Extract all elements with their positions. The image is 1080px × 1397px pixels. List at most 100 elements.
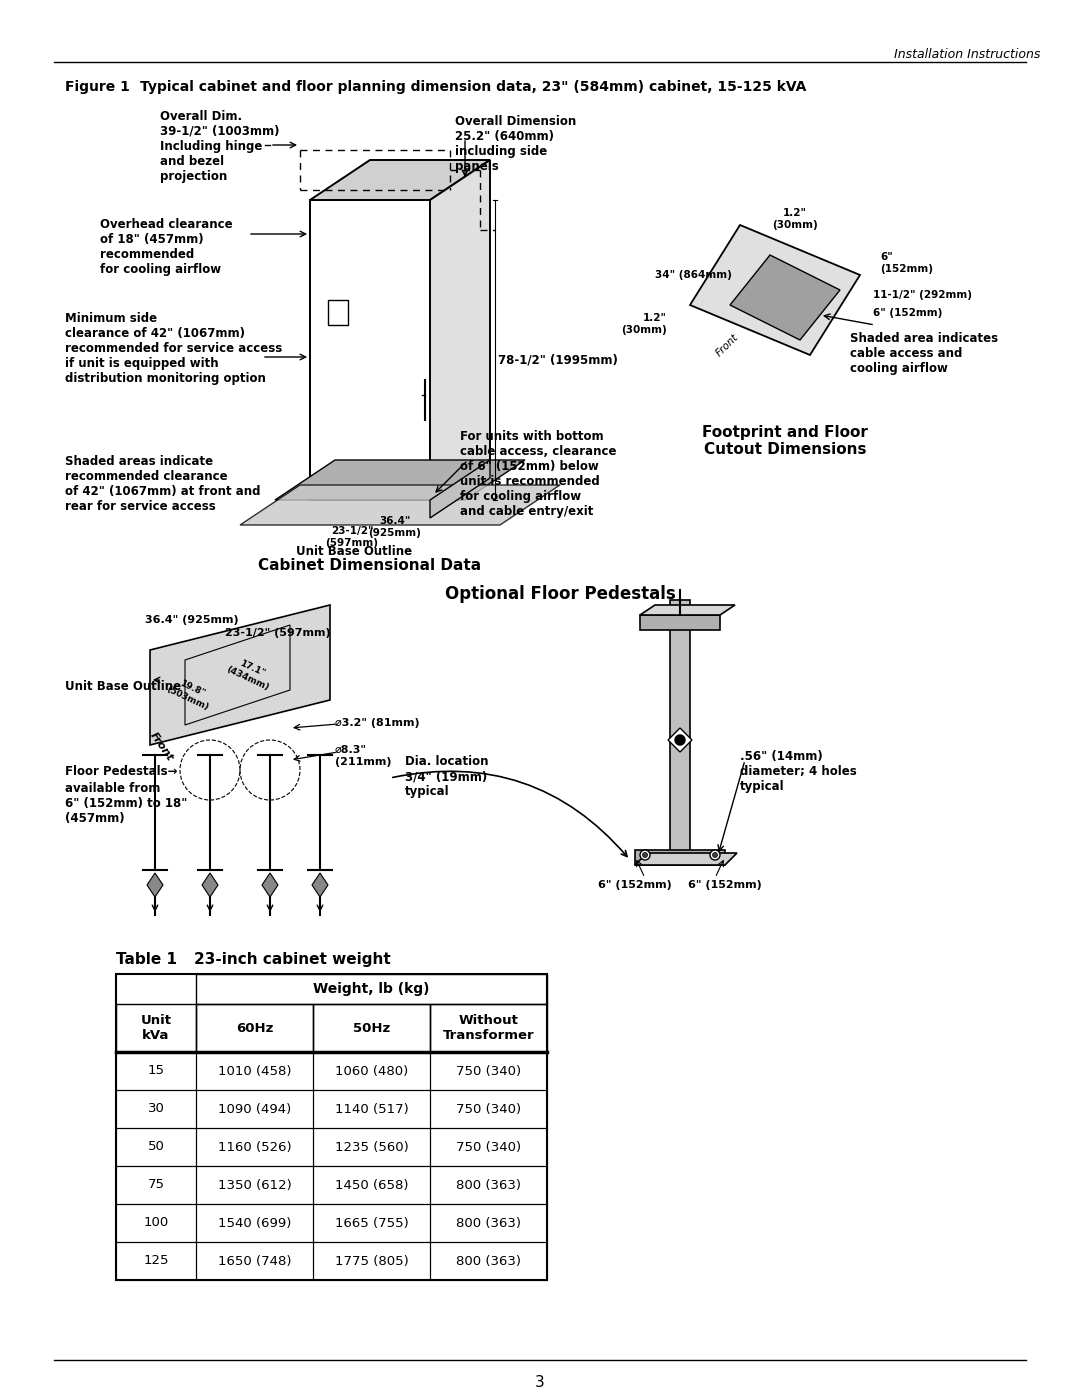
Bar xyxy=(116,1242,195,1280)
Bar xyxy=(328,300,348,326)
Text: 23-inch cabinet weight: 23-inch cabinet weight xyxy=(194,951,391,967)
Bar xyxy=(116,1004,195,1052)
Bar xyxy=(313,1052,430,1090)
Circle shape xyxy=(675,599,685,610)
Polygon shape xyxy=(310,161,490,200)
Bar xyxy=(195,1242,313,1280)
Polygon shape xyxy=(312,873,328,897)
Polygon shape xyxy=(669,728,692,752)
Text: 6" (152mm): 6" (152mm) xyxy=(873,307,943,319)
Circle shape xyxy=(713,852,717,858)
Bar xyxy=(116,1090,195,1127)
Text: 1665 (755): 1665 (755) xyxy=(335,1217,408,1229)
Text: 6" (152mm): 6" (152mm) xyxy=(688,880,761,890)
Bar xyxy=(195,1090,313,1127)
Bar xyxy=(116,1166,195,1204)
Text: 60Hz: 60Hz xyxy=(235,1021,273,1035)
Bar xyxy=(670,599,690,861)
Text: 1.2"
(30mm): 1.2" (30mm) xyxy=(621,313,667,335)
Text: Optional Floor Pedestals: Optional Floor Pedestals xyxy=(445,585,675,604)
Text: 1775 (805): 1775 (805) xyxy=(335,1255,408,1267)
Bar xyxy=(195,1004,313,1052)
Polygon shape xyxy=(147,873,163,897)
Text: 6"
(152mm): 6" (152mm) xyxy=(880,251,933,274)
Bar xyxy=(313,1090,430,1127)
Text: 6" (152mm): 6" (152mm) xyxy=(598,880,672,890)
Polygon shape xyxy=(430,460,490,518)
Bar xyxy=(635,849,725,865)
Bar xyxy=(640,615,720,630)
Bar xyxy=(313,1204,430,1242)
Text: Typical cabinet and floor planning dimension data, 23" (584mm) cabinet, 15-125 k: Typical cabinet and floor planning dimen… xyxy=(140,80,807,94)
Bar xyxy=(313,1004,430,1052)
Text: 1235 (560): 1235 (560) xyxy=(335,1140,408,1154)
Text: 75: 75 xyxy=(148,1179,164,1192)
Text: 1.2"
(30mm): 1.2" (30mm) xyxy=(772,208,818,229)
Text: 800 (363): 800 (363) xyxy=(456,1255,521,1267)
Text: 1140 (517): 1140 (517) xyxy=(335,1102,408,1115)
Bar xyxy=(430,1127,546,1166)
Text: 3: 3 xyxy=(535,1375,545,1390)
Text: 36.4" (925mm): 36.4" (925mm) xyxy=(145,615,239,624)
Text: available from: available from xyxy=(65,782,160,795)
Text: Overall Dimension
25.2" (640mm)
including side
panels: Overall Dimension 25.2" (640mm) includin… xyxy=(455,115,577,173)
Text: 50Hz: 50Hz xyxy=(353,1021,390,1035)
Bar xyxy=(116,974,546,1280)
Text: Table 1: Table 1 xyxy=(116,951,177,967)
Text: 50: 50 xyxy=(148,1140,164,1154)
Bar xyxy=(313,1127,430,1166)
Text: Weight, lb (kg): Weight, lb (kg) xyxy=(313,982,430,996)
Bar xyxy=(313,1166,430,1204)
Text: Overhead clearance
of 18" (457mm)
recommended
for cooling airflow: Overhead clearance of 18" (457mm) recomm… xyxy=(100,218,232,277)
Text: 78-1/2" (1995mm): 78-1/2" (1995mm) xyxy=(498,353,618,366)
Text: 30: 30 xyxy=(148,1102,164,1115)
Polygon shape xyxy=(690,225,860,355)
Bar xyxy=(430,1166,546,1204)
Text: 1060 (480): 1060 (480) xyxy=(335,1065,408,1077)
Text: 1450 (658): 1450 (658) xyxy=(335,1179,408,1192)
Polygon shape xyxy=(640,605,735,615)
Text: 800 (363): 800 (363) xyxy=(456,1217,521,1229)
Text: 19.8"
(503mm): 19.8" (503mm) xyxy=(165,675,215,712)
Text: Unit Base Outline: Unit Base Outline xyxy=(296,545,413,557)
Bar xyxy=(430,1242,546,1280)
Bar xyxy=(430,1090,546,1127)
Text: Unit Base Outline: Unit Base Outline xyxy=(65,680,181,693)
Circle shape xyxy=(710,849,720,861)
Text: Front: Front xyxy=(714,332,740,359)
Text: Shaded areas indicate
recommended clearance
of 42" (1067mm) at front and
rear fo: Shaded areas indicate recommended cleara… xyxy=(65,455,260,513)
Text: 36.4"
(925mm): 36.4" (925mm) xyxy=(368,515,421,538)
Text: ⌀3.2" (81mm): ⌀3.2" (81mm) xyxy=(335,718,420,728)
Text: 1350 (612): 1350 (612) xyxy=(218,1179,292,1192)
Bar xyxy=(430,1204,546,1242)
Text: 750 (340): 750 (340) xyxy=(456,1065,521,1077)
Text: Front: Front xyxy=(149,731,175,763)
Bar xyxy=(116,1204,195,1242)
Text: 6" (152mm) to 18": 6" (152mm) to 18" xyxy=(65,798,187,810)
Text: For units with bottom
cable access, clearance
of 6" (152mm) below
unit is recomm: For units with bottom cable access, clea… xyxy=(460,430,617,518)
Bar xyxy=(195,974,546,1004)
Text: .56" (14mm)
diameter; 4 holes
typical: .56" (14mm) diameter; 4 holes typical xyxy=(740,750,856,793)
Text: 1010 (458): 1010 (458) xyxy=(218,1065,292,1077)
Text: Dia. location
3/4" (19mm)
typical: Dia. location 3/4" (19mm) typical xyxy=(405,754,488,798)
Text: Minimum side
clearance of 42" (1067mm)
recommended for service access
if unit is: Minimum side clearance of 42" (1067mm) r… xyxy=(65,312,282,386)
Polygon shape xyxy=(430,161,490,500)
Text: 15: 15 xyxy=(148,1065,164,1077)
Text: 1540 (699): 1540 (699) xyxy=(218,1217,292,1229)
Bar xyxy=(430,1004,546,1052)
Polygon shape xyxy=(262,873,278,897)
Text: (457mm): (457mm) xyxy=(65,812,124,826)
Text: 1160 (526): 1160 (526) xyxy=(218,1140,292,1154)
Text: 34" (864mm): 34" (864mm) xyxy=(654,270,732,279)
Text: Overall Dim.
39-1/2" (1003mm)
Including hinge
and bezel
projection: Overall Dim. 39-1/2" (1003mm) Including … xyxy=(160,110,280,183)
Text: Installation Instructions: Installation Instructions xyxy=(893,47,1040,61)
Polygon shape xyxy=(730,256,840,339)
Circle shape xyxy=(640,849,650,861)
Text: 750 (340): 750 (340) xyxy=(456,1140,521,1154)
Text: 100: 100 xyxy=(144,1217,168,1229)
Bar xyxy=(313,1242,430,1280)
Circle shape xyxy=(675,735,685,745)
Polygon shape xyxy=(240,485,561,525)
Bar xyxy=(195,1204,313,1242)
Text: Without
Transformer: Without Transformer xyxy=(443,1014,535,1042)
